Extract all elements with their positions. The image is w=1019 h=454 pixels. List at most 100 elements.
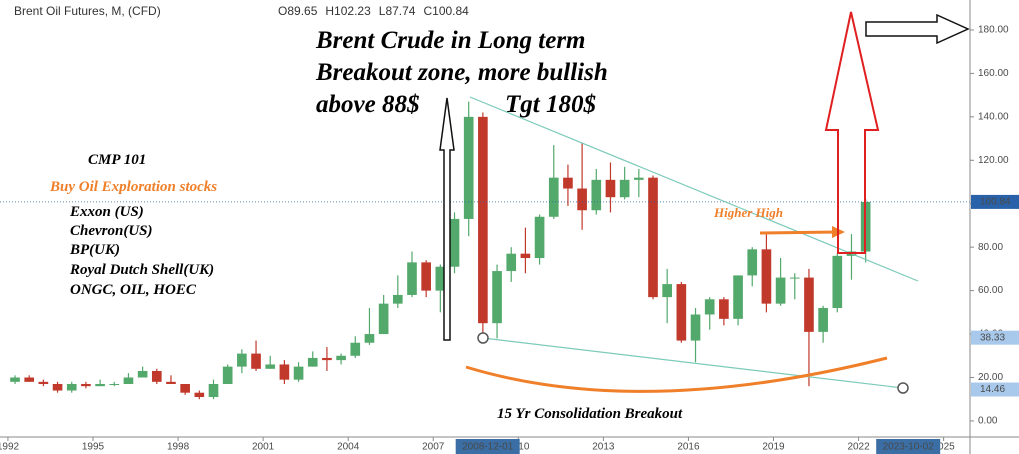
candle-body — [719, 299, 729, 319]
candle-body — [166, 381, 176, 385]
annotation: Breakout zone, more bullish — [315, 59, 608, 86]
curve — [465, 356, 888, 393]
candle-body — [421, 262, 431, 291]
ohlc-text: O89.65 H102.23 L87.74 C100.84 — [278, 4, 469, 18]
candle-body — [804, 277, 814, 332]
candle-body — [81, 384, 91, 387]
y-tick-label: 120.00 — [978, 155, 1009, 166]
trend-line-lower — [482, 337, 904, 389]
handle — [897, 382, 909, 394]
right-arrow — [865, 13, 970, 45]
y-tick-label: 140.00 — [978, 111, 1009, 122]
candle-body — [95, 384, 105, 387]
ohlc-value: 87.74 — [385, 4, 415, 18]
candle-body — [619, 179, 630, 198]
x-tick-label: 2025 — [933, 442, 956, 453]
ohlc-legend: O89.65 H102.23 L87.74 C100.84 — [278, 4, 469, 18]
candle-body — [534, 216, 545, 259]
arrow — [759, 230, 839, 235]
annotation: Higher High — [713, 205, 783, 220]
candle-body — [591, 179, 602, 211]
candle-body — [322, 357, 332, 361]
y-tick-label: 20.00 — [978, 372, 1003, 383]
candle-body — [761, 249, 772, 304]
y-tick-label: 180.00 — [978, 25, 1009, 36]
x-tick-label: 1992 — [0, 442, 19, 453]
trend-line-upper — [469, 96, 919, 282]
candle-body — [66, 384, 77, 391]
candle-body — [463, 116, 474, 219]
annotation: Buy Oil Exploration stocks — [49, 179, 217, 195]
x-tick-label: 2016 — [677, 442, 700, 453]
annotation: Brent Crude in Long term — [315, 27, 586, 54]
ohlc-key: C — [423, 4, 432, 18]
candle-body — [492, 271, 502, 324]
ohlc-value: 100.84 — [432, 4, 469, 18]
y-tick-label: 160.00 — [978, 68, 1009, 79]
candle-body — [478, 116, 488, 324]
candle-body — [634, 177, 644, 180]
candle-body — [251, 353, 261, 369]
candle-body — [733, 275, 743, 319]
price-label: 100.84 — [980, 197, 1011, 208]
annotation: Exxon (US) — [69, 204, 144, 220]
candle-body — [137, 370, 148, 378]
title: Brent Oil Futures, M, (CFD) — [14, 4, 161, 18]
candle-body — [676, 284, 687, 341]
crosshair-label: 2008-12-01 — [462, 442, 514, 453]
candle-body — [336, 355, 346, 361]
crosshair-box — [876, 439, 941, 454]
x-tick-label: 2019 — [762, 442, 785, 453]
candle-body — [307, 357, 318, 367]
candle-body — [435, 266, 446, 291]
candle-body — [194, 392, 205, 398]
candle-body — [548, 177, 559, 217]
candle-body — [520, 253, 531, 259]
target-arrow — [824, 11, 880, 254]
candle-body — [265, 364, 276, 369]
candle-body — [52, 384, 63, 391]
x-tick-label: 1995 — [82, 442, 105, 453]
annotation: ONGC, OIL, HOEC — [70, 282, 197, 298]
annotation: 15 Yr Consolidation Breakout — [497, 406, 683, 422]
x-tick-label: 2007 — [422, 442, 445, 453]
x-tick-label: 2013 — [592, 442, 615, 453]
y-tick-label: 80.00 — [978, 242, 1003, 253]
candle-body — [789, 277, 800, 279]
x-tick-label: 2001 — [252, 442, 275, 453]
candle-body — [350, 342, 361, 356]
candle-body — [180, 384, 190, 393]
candle-body — [237, 353, 247, 367]
candle-body — [151, 370, 162, 382]
candle-body — [648, 177, 658, 298]
ohlc-key: O — [278, 4, 287, 18]
annotation: BP(UK) — [69, 242, 120, 258]
candle-body — [832, 255, 843, 308]
ohlc-value: 102.23 — [334, 4, 371, 18]
candle-body — [123, 377, 134, 385]
up-arrow — [439, 97, 455, 341]
candle-body — [222, 366, 233, 385]
x-tick-label: 2022 — [847, 442, 870, 453]
candle-body — [407, 262, 417, 295]
candle-body — [279, 364, 290, 380]
y-tick-label: 60.00 — [978, 285, 1003, 296]
candle-body — [577, 188, 587, 211]
annotation: Chevron(US) — [70, 223, 153, 239]
candle-body — [364, 334, 375, 343]
ohlc-key: H — [325, 4, 334, 18]
candle-body — [704, 299, 715, 315]
candle-body — [109, 384, 120, 386]
handle — [477, 332, 489, 344]
price-label-box — [971, 382, 1019, 397]
candle-body — [208, 384, 219, 398]
candle-body — [605, 179, 616, 198]
candle-body — [378, 303, 389, 335]
candle-body — [38, 381, 49, 385]
annotation: Tgt 180$ — [505, 91, 596, 118]
candle-body — [10, 377, 20, 382]
candle-body — [392, 294, 403, 304]
candle-body — [818, 307, 828, 332]
candle-body — [775, 277, 786, 304]
